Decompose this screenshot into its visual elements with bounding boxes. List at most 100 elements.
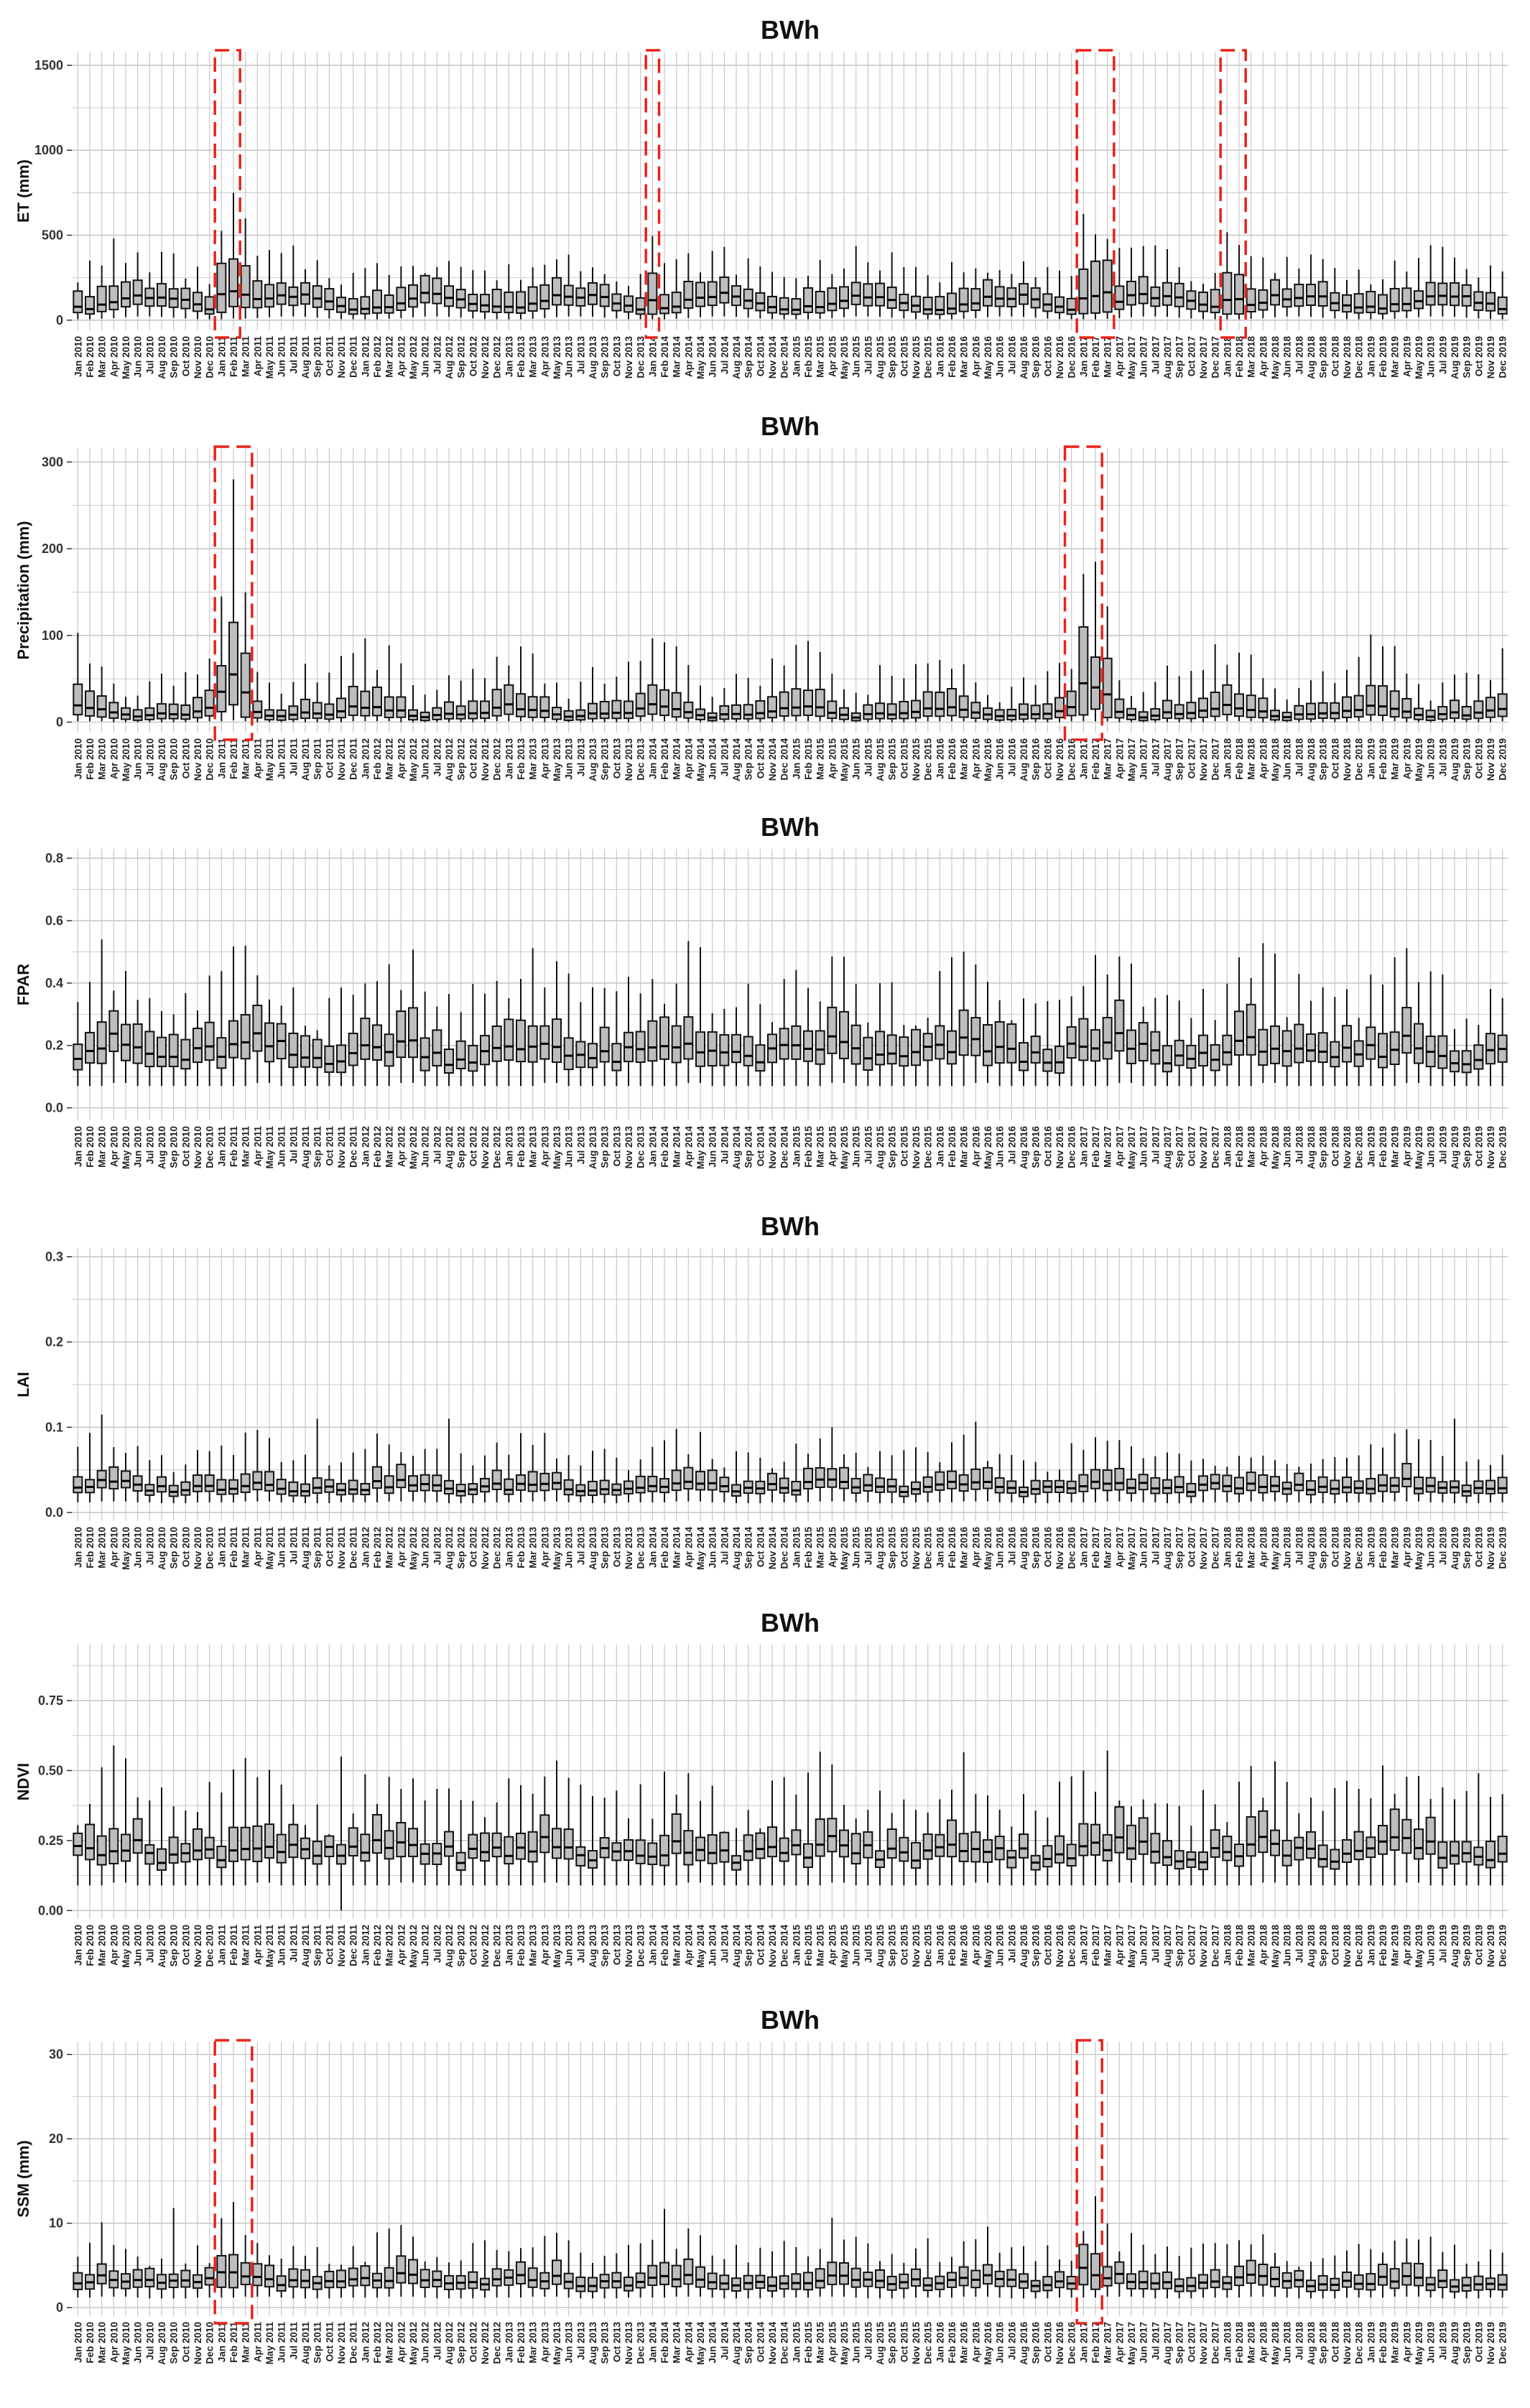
box-dec-2016: [1066, 996, 1077, 1087]
iqr-box: [336, 1044, 346, 1074]
box-dec-2012: [491, 280, 502, 320]
x-tick-label: Mar 2011: [241, 1925, 251, 1966]
box-oct-2014: [755, 1004, 766, 1087]
iqr-box: [480, 1477, 490, 1493]
iqr-box: [647, 1020, 658, 1062]
x-tick-label: Mar 2013: [528, 1126, 539, 1168]
x-tick-label: Jan 2011: [216, 1925, 227, 1966]
x-tick-label: May 2015: [839, 1126, 850, 1170]
x-tick-label: Jun 2018: [1282, 336, 1293, 378]
box-dec-2011: [348, 1452, 358, 1502]
x-tick-label: Jul 2014: [719, 1126, 730, 1165]
box-sep-2015: [886, 1813, 897, 1886]
box-dec-2014: [779, 665, 789, 722]
box-dec-2014: [779, 2241, 789, 2298]
x-tick-label: Sep 2012: [456, 1527, 467, 1569]
x-tick-label: Oct 2013: [611, 1126, 622, 1167]
iqr-box: [683, 1830, 694, 1866]
box-mar-2017: [1102, 238, 1113, 319]
x-tick-label: Feb 2015: [803, 336, 814, 378]
box-mar-2010: [96, 666, 107, 722]
box-sep-2016: [1030, 1461, 1041, 1504]
y-tick-label: 1000: [34, 143, 63, 157]
iqr-box: [839, 2262, 849, 2285]
iqr-box: [1342, 1025, 1352, 1063]
iqr-box: [1342, 1838, 1352, 1864]
iqr-box: [743, 704, 754, 720]
iqr-box: [1222, 1474, 1233, 1492]
box-apr-2010: [108, 683, 119, 722]
x-tick-label: Jul 2015: [863, 2322, 873, 2361]
box-dec-2014: [779, 1777, 789, 1886]
x-tick-label: Jan 2016: [935, 1527, 945, 1568]
box-aug-2016: [1019, 2246, 1029, 2299]
iqr-box: [1401, 287, 1412, 312]
box-aug-2016: [1019, 1460, 1029, 1504]
x-tick-label: Jun 2010: [133, 1925, 144, 1966]
iqr-box: [1234, 693, 1244, 717]
iqr-box: [419, 1037, 430, 1071]
iqr-box: [384, 1830, 394, 1860]
iqr-box: [719, 1477, 730, 1493]
x-tick-label: May 2018: [1270, 1527, 1281, 1571]
box-dec-2019: [1497, 1794, 1508, 1886]
iqr-box: [1198, 1034, 1208, 1067]
x-tick-label: Mar 2011: [241, 1527, 251, 1568]
x-tick-label: Oct 2011: [324, 1925, 335, 1965]
x-tick-label: Mar 2016: [959, 738, 970, 780]
x-tick-label: Dec 2016: [1067, 1126, 1077, 1168]
x-tick-label: Mar 2016: [959, 1527, 970, 1568]
iqr-box: [1270, 1476, 1280, 1492]
x-tick-label: Dec 2019: [1498, 336, 1508, 378]
iqr-box: [504, 684, 514, 715]
iqr-box: [1198, 1851, 1208, 1871]
iqr-box: [635, 2272, 646, 2289]
box-feb-2016: [947, 1442, 957, 1502]
box-jun-2010: [132, 1797, 143, 1886]
iqr-box: [647, 272, 658, 315]
x-tick-label: Jun 2015: [851, 738, 862, 780]
box-dec-2012: [491, 980, 502, 1087]
iqr-box: [491, 2268, 502, 2287]
box-jun-2010: [132, 252, 143, 317]
box-aug-2019: [1450, 674, 1460, 722]
x-tick-label: Dec 2010: [205, 336, 215, 378]
iqr-box: [348, 1479, 358, 1495]
iqr-box: [1425, 1816, 1436, 1855]
box-apr-2014: [683, 941, 694, 1083]
box-nov-2010: [193, 1450, 203, 1502]
box-sep-2010: [168, 1014, 179, 1087]
box-mar-2012: [384, 1444, 394, 1502]
x-tick-label: Jan 2011: [216, 2322, 227, 2363]
highlight-box-1: [213, 445, 254, 741]
iqr-box: [516, 1474, 526, 1491]
iqr-box: [157, 283, 167, 307]
box-dec-2014: [779, 276, 789, 320]
box-mar-2013: [527, 267, 538, 319]
iqr-box: [312, 1038, 323, 1069]
box-feb-2012: [372, 1803, 382, 1886]
iqr-box: [994, 1021, 1005, 1064]
iqr-box: [911, 1841, 921, 1869]
x-tick-label: Jul 2018: [1294, 336, 1304, 375]
box-nov-2011: [336, 2264, 346, 2298]
x-tick-label: Jul 2019: [1437, 336, 1448, 374]
iqr-box: [707, 281, 718, 307]
box-may-2016: [983, 1461, 993, 1502]
x-tick-label: Jul 2013: [575, 2322, 586, 2361]
iqr-box: [516, 2261, 526, 2284]
box-oct-2017: [1186, 1826, 1197, 1886]
x-tick-label: Jan 2019: [1366, 1925, 1376, 1966]
iqr-box: [1174, 704, 1184, 720]
box-feb-2013: [516, 2248, 526, 2298]
box-aug-2015: [875, 1451, 885, 1504]
x-tick-label: Sep 2018: [1318, 336, 1329, 378]
x-tick-label: Mar 2019: [1390, 1925, 1401, 1966]
x-tick-label: Feb 2018: [1234, 1527, 1245, 1568]
box-jan-2018: [1222, 1466, 1233, 1502]
box-feb-2019: [1378, 1447, 1388, 1502]
x-tick-label: Apr 2014: [683, 1126, 694, 1168]
box-jan-2015: [791, 2246, 802, 2298]
iqr-box: [312, 1477, 323, 1494]
iqr-box: [1485, 1033, 1496, 1065]
